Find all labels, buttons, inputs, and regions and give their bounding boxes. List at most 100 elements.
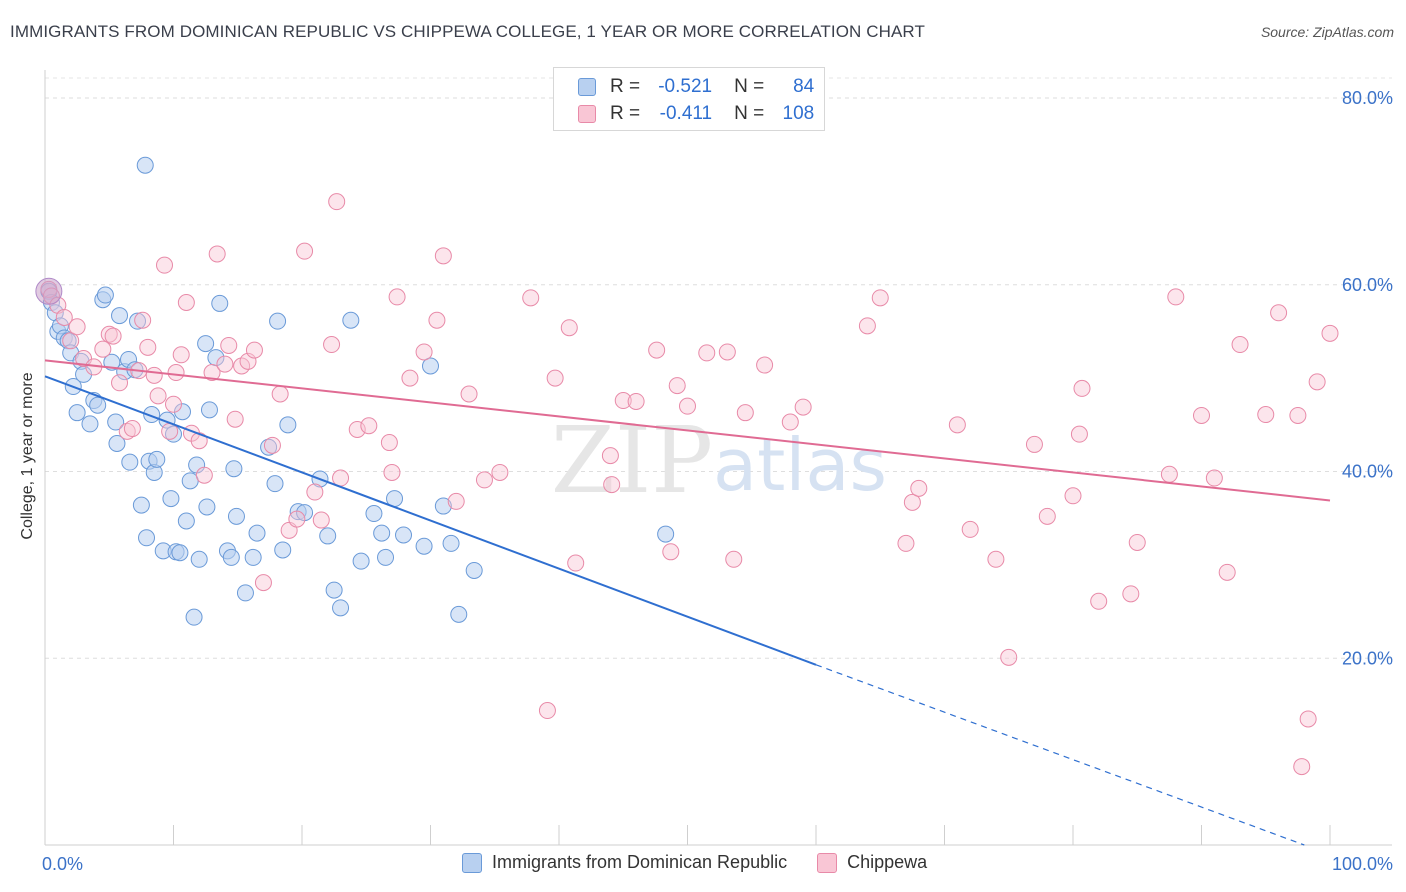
- point-immigrants: [96, 286, 114, 304]
- point-immigrants: [395, 526, 413, 544]
- point-chippewa: [627, 392, 645, 410]
- point-chippewa: [216, 355, 234, 373]
- point-chippewa: [1231, 336, 1249, 354]
- point-immigrants: [107, 413, 125, 431]
- point-chippewa: [522, 289, 540, 307]
- series-immigrants-points: [40, 156, 675, 626]
- point-chippewa: [68, 318, 86, 336]
- point-chippewa: [306, 483, 324, 501]
- point-cluster: [35, 277, 63, 305]
- point-immigrants: [81, 415, 99, 433]
- legend-swatch-blue: [462, 852, 482, 873]
- x-tick-label: 0.0%: [42, 854, 83, 874]
- point-chippewa: [662, 543, 680, 561]
- point-chippewa: [380, 434, 398, 452]
- point-chippewa: [1257, 406, 1275, 424]
- point-immigrants: [266, 475, 284, 493]
- point-chippewa: [1122, 585, 1140, 603]
- y-tick-label: 40.0%: [1342, 462, 1393, 482]
- point-chippewa: [858, 317, 876, 335]
- point-immigrants: [352, 552, 370, 570]
- point-chippewa: [1064, 487, 1082, 505]
- point-chippewa: [567, 554, 585, 572]
- point-chippewa: [167, 364, 185, 382]
- point-immigrants: [657, 525, 675, 543]
- point-chippewa: [177, 294, 195, 311]
- point-chippewa: [1167, 288, 1185, 306]
- point-chippewa: [195, 466, 213, 484]
- point-chippewa: [434, 247, 452, 265]
- point-chippewa: [55, 308, 73, 326]
- y-tick-label: 60.0%: [1342, 275, 1393, 295]
- point-immigrants: [68, 404, 86, 422]
- point-immigrants: [129, 312, 147, 330]
- point-chippewa: [415, 343, 433, 361]
- y-tick-label: 20.0%: [1342, 648, 1393, 668]
- legend-r-label: R =: [610, 103, 641, 124]
- point-immigrants: [325, 581, 343, 599]
- point-immigrants: [450, 605, 468, 623]
- point-chippewa: [1293, 758, 1311, 776]
- axes: [44, 70, 1392, 846]
- point-chippewa: [736, 404, 754, 422]
- point-immigrants: [227, 507, 245, 525]
- trend-line-immigrants-extension: [815, 664, 1305, 846]
- point-chippewa: [271, 385, 289, 403]
- point-chippewa: [254, 574, 272, 592]
- point-immigrants: [108, 434, 126, 452]
- point-chippewa: [475, 471, 493, 489]
- point-chippewa: [165, 395, 182, 413]
- point-immigrants: [332, 599, 350, 617]
- legend-n-label: N =: [734, 76, 765, 97]
- point-chippewa: [145, 366, 163, 384]
- point-chippewa: [1308, 373, 1326, 391]
- point-immigrants: [138, 529, 156, 547]
- point-chippewa: [794, 398, 812, 416]
- watermark-zip: ZIP: [551, 407, 713, 514]
- point-chippewa: [961, 520, 979, 538]
- point-chippewa: [601, 447, 619, 465]
- point-immigrants: [185, 608, 203, 626]
- legend-row-immigrants: R = -0.521 N = 84: [578, 76, 814, 98]
- point-chippewa: [62, 332, 80, 350]
- point-chippewa: [546, 369, 564, 387]
- point-immigrants: [171, 544, 189, 562]
- point-chippewa: [871, 289, 889, 307]
- legend-swatch-blue: [578, 78, 596, 96]
- correlation-legend: R = -0.521 N = 84 R = -0.411 N = 108: [553, 67, 825, 131]
- point-chippewa: [203, 364, 221, 382]
- point-chippewa: [123, 420, 141, 438]
- point-immigrants: [198, 498, 216, 516]
- legend-item-chippewa[interactable]: Chippewa: [817, 852, 927, 873]
- point-chippewa: [190, 432, 208, 450]
- trend-line-immigrants: [44, 375, 817, 666]
- chart-title: IMMIGRANTS FROM DOMINICAN REPUBLIC VS CH…: [10, 22, 925, 41]
- point-chippewa: [1090, 592, 1108, 610]
- point-immigrants: [248, 524, 266, 542]
- series-chippewa-points: [35, 193, 1339, 776]
- point-chippewa: [781, 413, 799, 431]
- legend-swatch-pink: [817, 852, 838, 873]
- point-immigrants: [211, 294, 229, 312]
- legend-n-value: 108: [782, 103, 815, 124]
- point-chippewa: [948, 416, 966, 434]
- point-chippewa: [1000, 648, 1018, 666]
- point-immigrants: [377, 548, 395, 566]
- point-immigrants: [148, 450, 166, 468]
- point-chippewa: [725, 550, 743, 568]
- legend-item-immigrants[interactable]: Immigrants from Dominican Republic: [462, 852, 787, 873]
- series-legend: Immigrants from Dominican Republic Chipp…: [462, 852, 957, 873]
- point-chippewa: [897, 534, 915, 552]
- point-chippewa: [538, 702, 556, 720]
- point-chippewa: [323, 336, 341, 354]
- point-immigrants: [365, 505, 383, 523]
- point-immigrants: [162, 490, 180, 508]
- point-chippewa: [332, 469, 350, 487]
- point-immigrants: [89, 396, 107, 414]
- legend-row-chippewa: R = -0.411 N = 108: [578, 103, 814, 125]
- point-immigrants: [342, 311, 360, 329]
- point-chippewa: [447, 492, 465, 510]
- point-chippewa: [104, 327, 122, 345]
- point-chippewa: [383, 463, 401, 481]
